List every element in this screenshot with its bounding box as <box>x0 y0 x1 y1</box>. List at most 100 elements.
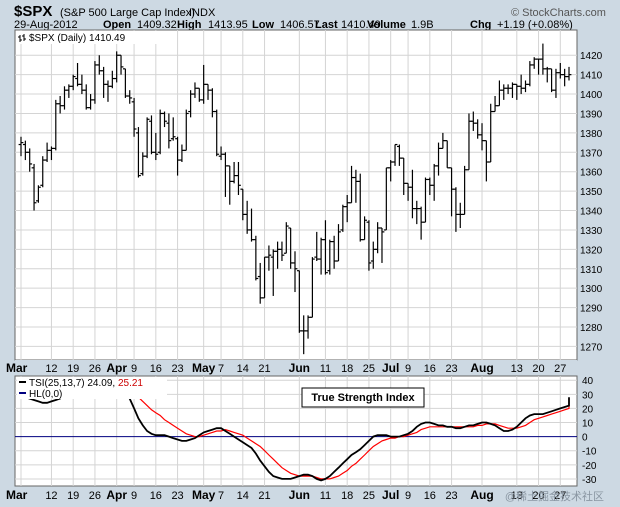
ohlc-bar <box>309 257 315 318</box>
date-tick-label: 21 <box>258 490 270 502</box>
indicator-y-tick-label: 40 <box>582 376 594 387</box>
date-tick-label: 19 <box>67 363 79 375</box>
ohlc-bar <box>31 163 37 211</box>
price-y-axis: 1270 1280 1290 1300 1310 1320 1330 1340 1350 1360… <box>580 51 603 353</box>
ohlc-bar <box>183 109 189 151</box>
date-tick-label: 12 <box>45 363 57 375</box>
date-tick-label: Aug <box>470 361 493 375</box>
date-tick-label: 9 <box>405 363 411 375</box>
ohlc-bar <box>362 216 367 241</box>
quote-value: +1.19 (+0.08%) <box>497 19 573 31</box>
date-tick-label: Apr <box>106 361 127 375</box>
ohlc-bar <box>18 136 24 157</box>
price-legend: $SPX (Daily) 1410.49 <box>29 33 126 44</box>
date-tick-label: 19 <box>67 490 79 502</box>
quote-value: 1413.95 <box>208 19 248 31</box>
date-tick-label: 16 <box>150 490 162 502</box>
date-tick-label: 18 <box>341 490 353 502</box>
price-y-tick-label: 1350 <box>580 187 603 198</box>
price-y-tick-label: 1310 <box>580 265 603 276</box>
date-tick-label: Mar <box>6 488 28 502</box>
ohlc-bar <box>236 162 241 195</box>
ohlc-bar <box>266 245 272 271</box>
price-y-tick-label: 1280 <box>580 323 603 334</box>
indicator-y-tick-label: -20 <box>582 461 597 472</box>
quote-date: 29-Aug-2012 <box>14 19 78 31</box>
price-y-tick-label: 1300 <box>580 284 603 295</box>
footer-watermark: @稀土掘金技术社区 <box>505 489 604 503</box>
date-tick-label: 13 <box>511 363 523 375</box>
date-tick-label: 18 <box>341 363 353 375</box>
ohlc-bar <box>166 113 172 149</box>
ohlc-bar <box>27 148 33 172</box>
price-y-tick-label: 1420 <box>580 51 603 62</box>
date-tick-label: 16 <box>424 490 436 502</box>
quote-label: Last <box>315 19 338 31</box>
date-axis-bottom: Mar 12 19 26 Apr 9 16 23 May 7 14 21 Jun 11 18 25 Jul 9 16… <box>6 488 566 502</box>
ohlc-bar <box>336 224 341 262</box>
ohlc-bar <box>566 66 572 81</box>
date-tick-label: Jun <box>289 361 310 375</box>
ohlc-bar <box>392 143 398 166</box>
price-y-tick-label: 1340 <box>580 207 603 218</box>
date-tick-label: Jul <box>382 361 399 375</box>
date-tick-label: 23 <box>171 363 183 375</box>
ohlc-bar <box>118 54 124 75</box>
price-y-tick-label: 1380 <box>580 129 603 140</box>
ohlc-bar <box>127 90 133 104</box>
indicator-y-tick-label: 20 <box>582 404 594 415</box>
date-tick-label: 25 <box>363 490 375 502</box>
annotation-box <box>301 387 425 408</box>
price-y-tick-label: 1360 <box>580 168 603 179</box>
price-y-tick-label: 1390 <box>580 109 603 120</box>
date-tick-label: 25 <box>363 363 375 375</box>
ohlc-bar <box>35 185 41 203</box>
date-tick-label: 9 <box>131 490 137 502</box>
indicator-y-tick-label: -10 <box>582 447 597 458</box>
date-tick-label: Jun <box>289 488 310 502</box>
ohlc-bar <box>279 241 285 261</box>
date-tick-label: 13 <box>511 490 523 502</box>
price-y-tick-label: 1410 <box>580 71 603 82</box>
quote-label: Low <box>252 19 274 31</box>
date-tick-label: 9 <box>131 363 137 375</box>
price-y-tick-label: 1400 <box>580 90 603 101</box>
indicator-y-axis: -30 -20 -10 0 10 20 30 40 <box>582 376 597 486</box>
date-tick-label: 26 <box>89 363 101 375</box>
hl-legend: HL(0,0) <box>29 389 62 400</box>
ohlc-bar <box>323 220 328 275</box>
quote-label: Chg <box>470 19 491 31</box>
quote-label: Open <box>103 19 131 31</box>
date-tick-label: 12 <box>45 490 57 502</box>
ohlc-bar <box>136 127 141 178</box>
date-axis-top: Mar 12 19 26 Apr 9 16 23 May 7 14 21 Jun 11 18 25 Jul 9 16… <box>6 361 566 375</box>
price-y-tick-label: 1290 <box>580 304 603 315</box>
quote-label: Volume <box>367 19 406 31</box>
quote-value: 1406.57 <box>280 19 320 31</box>
ohlc-bar <box>214 109 220 157</box>
price-legend-bg <box>17 31 157 44</box>
price-bars <box>18 43 572 355</box>
quote-value: 1.9B <box>411 19 434 31</box>
indicator-y-tick-label: 0 <box>582 433 588 444</box>
ohlc-bar <box>144 117 150 159</box>
date-tick-label: May <box>192 488 216 502</box>
ohlc-bar <box>170 117 176 141</box>
price-y-tick-label: 1270 <box>580 342 603 353</box>
date-tick-label: 7 <box>218 363 224 375</box>
indicator-y-tick-label: 10 <box>582 419 594 430</box>
date-tick-label: 11 <box>320 490 331 502</box>
date-tick-label: 16 <box>150 363 162 375</box>
date-tick-label: 14 <box>237 363 249 375</box>
date-tick-label: Jul <box>382 488 399 502</box>
date-axis-band <box>15 360 577 376</box>
date-tick-label: Aug <box>470 488 493 502</box>
ohlc-bar <box>131 97 137 137</box>
date-tick-label: Apr <box>106 488 127 502</box>
date-tick-label: May <box>192 361 216 375</box>
symbol: $SPX <box>14 3 52 20</box>
price-y-tick-label: 1320 <box>580 245 603 256</box>
date-tick-label: 20 <box>532 490 544 502</box>
